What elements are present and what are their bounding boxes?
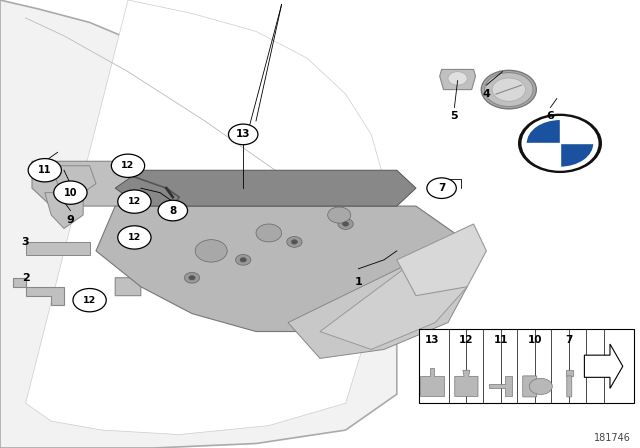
Wedge shape [527,120,560,143]
Polygon shape [489,376,512,396]
Polygon shape [397,224,486,296]
Circle shape [118,226,151,249]
Polygon shape [32,161,141,296]
Wedge shape [560,120,593,143]
Text: 6: 6 [547,112,554,121]
Polygon shape [566,370,573,376]
Circle shape [111,154,145,177]
Polygon shape [51,166,96,193]
Text: 11: 11 [38,165,52,175]
Circle shape [256,224,282,242]
Text: 7: 7 [566,336,573,345]
Polygon shape [26,242,90,255]
Circle shape [118,190,151,213]
Circle shape [28,159,61,182]
Circle shape [240,258,246,262]
Text: 9: 9 [67,215,74,224]
Circle shape [448,72,467,85]
Text: 10: 10 [63,188,77,198]
Polygon shape [440,69,476,90]
Circle shape [328,207,351,223]
FancyBboxPatch shape [523,376,537,397]
Polygon shape [45,193,83,228]
Text: 1: 1 [355,277,362,287]
Wedge shape [560,143,593,167]
Polygon shape [26,0,384,435]
Circle shape [184,272,200,283]
Text: 5: 5 [451,112,458,121]
Polygon shape [288,251,467,358]
Circle shape [342,222,349,226]
Polygon shape [96,206,467,332]
Polygon shape [320,260,467,349]
FancyBboxPatch shape [567,376,572,397]
Text: 12: 12 [459,336,474,345]
Polygon shape [455,370,478,396]
Text: 7: 7 [438,183,445,193]
Circle shape [54,181,87,204]
Text: 4: 4 [483,89,490,99]
Text: 3: 3 [22,237,29,247]
Circle shape [195,240,227,262]
FancyBboxPatch shape [419,329,634,403]
Text: 12: 12 [128,233,141,242]
Circle shape [73,289,106,312]
Circle shape [189,276,195,280]
Text: 12: 12 [83,296,96,305]
Text: 13: 13 [236,129,250,139]
Text: 11: 11 [493,336,508,345]
Circle shape [481,70,536,109]
Circle shape [484,73,533,107]
Text: 2: 2 [22,273,29,283]
Text: 12: 12 [122,161,134,170]
Circle shape [519,115,601,172]
Text: 10: 10 [528,336,542,345]
Circle shape [158,200,188,221]
Circle shape [523,117,597,169]
Text: 12: 12 [128,197,141,206]
Polygon shape [13,278,64,305]
Polygon shape [0,0,397,448]
Circle shape [427,178,456,198]
Polygon shape [584,344,623,388]
Polygon shape [115,170,416,206]
Circle shape [338,219,353,229]
Circle shape [529,378,552,395]
Circle shape [492,78,525,101]
Text: 13: 13 [425,336,439,345]
Circle shape [236,254,251,265]
Circle shape [228,124,258,145]
Text: 8: 8 [169,206,177,215]
Circle shape [291,240,298,244]
Polygon shape [420,368,444,396]
Wedge shape [527,143,560,167]
Circle shape [287,237,302,247]
Text: 181746: 181746 [593,433,630,443]
